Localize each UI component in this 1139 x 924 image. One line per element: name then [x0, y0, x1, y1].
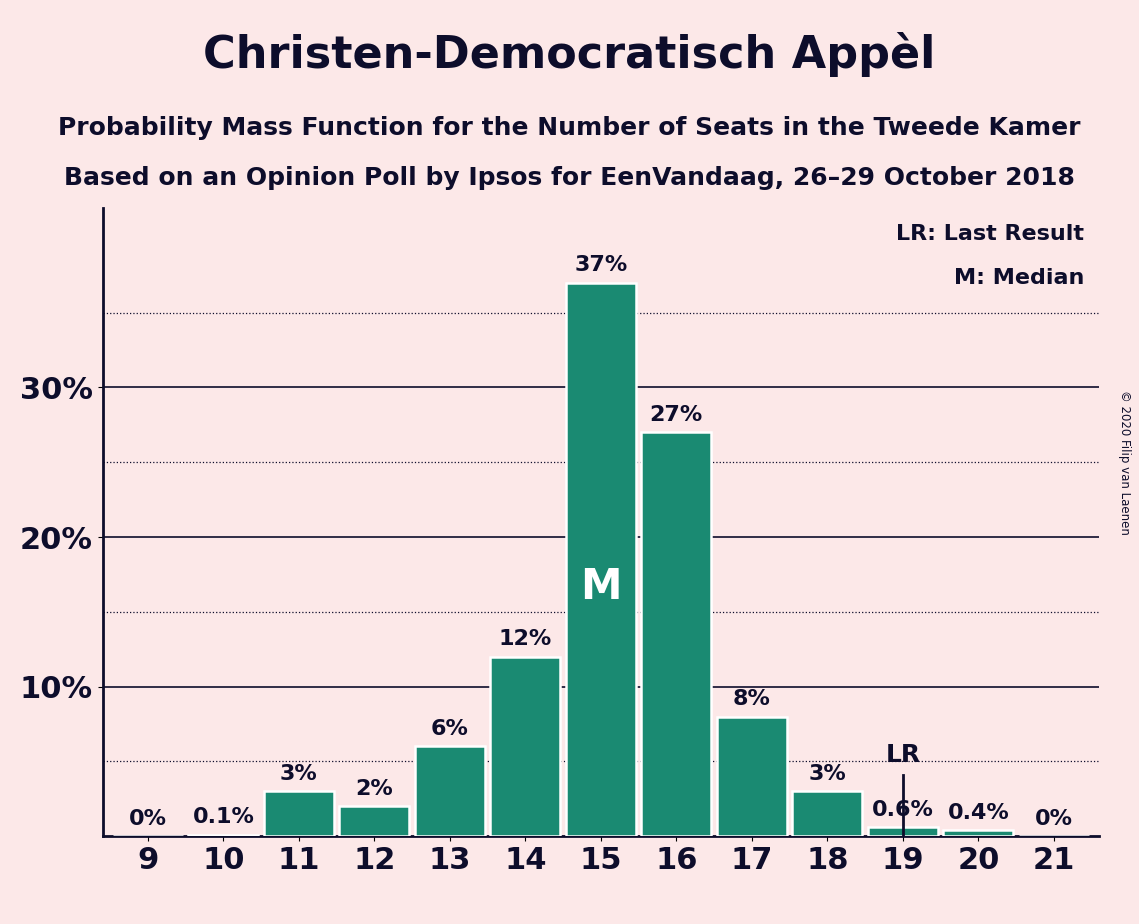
Bar: [566, 283, 636, 836]
Text: 3%: 3%: [280, 764, 318, 784]
Text: Probability Mass Function for the Number of Seats in the Tweede Kamer: Probability Mass Function for the Number…: [58, 116, 1081, 140]
Bar: [490, 657, 560, 836]
Bar: [793, 791, 862, 836]
Text: 27%: 27%: [649, 405, 703, 425]
Text: LR: LR: [885, 744, 920, 768]
Bar: [339, 807, 409, 836]
Text: 12%: 12%: [499, 629, 552, 650]
Bar: [264, 791, 334, 836]
Text: 37%: 37%: [574, 255, 628, 275]
Text: Christen-Democratisch Appèl: Christen-Democratisch Appèl: [204, 32, 935, 78]
Bar: [188, 834, 259, 836]
Text: 0%: 0%: [1035, 808, 1073, 829]
Bar: [943, 831, 1014, 836]
Text: M: M: [580, 566, 622, 608]
Text: 0%: 0%: [129, 808, 166, 829]
Text: M: Median: M: Median: [953, 268, 1084, 287]
Bar: [415, 747, 485, 836]
Text: 0.4%: 0.4%: [948, 803, 1009, 822]
Text: Based on an Opinion Poll by Ipsos for EenVandaag, 26–29 October 2018: Based on an Opinion Poll by Ipsos for Ee…: [64, 166, 1075, 190]
Text: 0.1%: 0.1%: [192, 808, 254, 827]
Bar: [716, 716, 787, 836]
Text: 0.6%: 0.6%: [871, 800, 934, 820]
Text: 8%: 8%: [732, 689, 771, 709]
Bar: [641, 432, 712, 836]
Text: LR: Last Result: LR: Last Result: [896, 224, 1084, 244]
Bar: [868, 827, 937, 836]
Text: 3%: 3%: [809, 764, 846, 784]
Text: © 2020 Filip van Laenen: © 2020 Filip van Laenen: [1118, 390, 1131, 534]
Text: 2%: 2%: [355, 779, 393, 799]
Text: 6%: 6%: [431, 719, 469, 739]
